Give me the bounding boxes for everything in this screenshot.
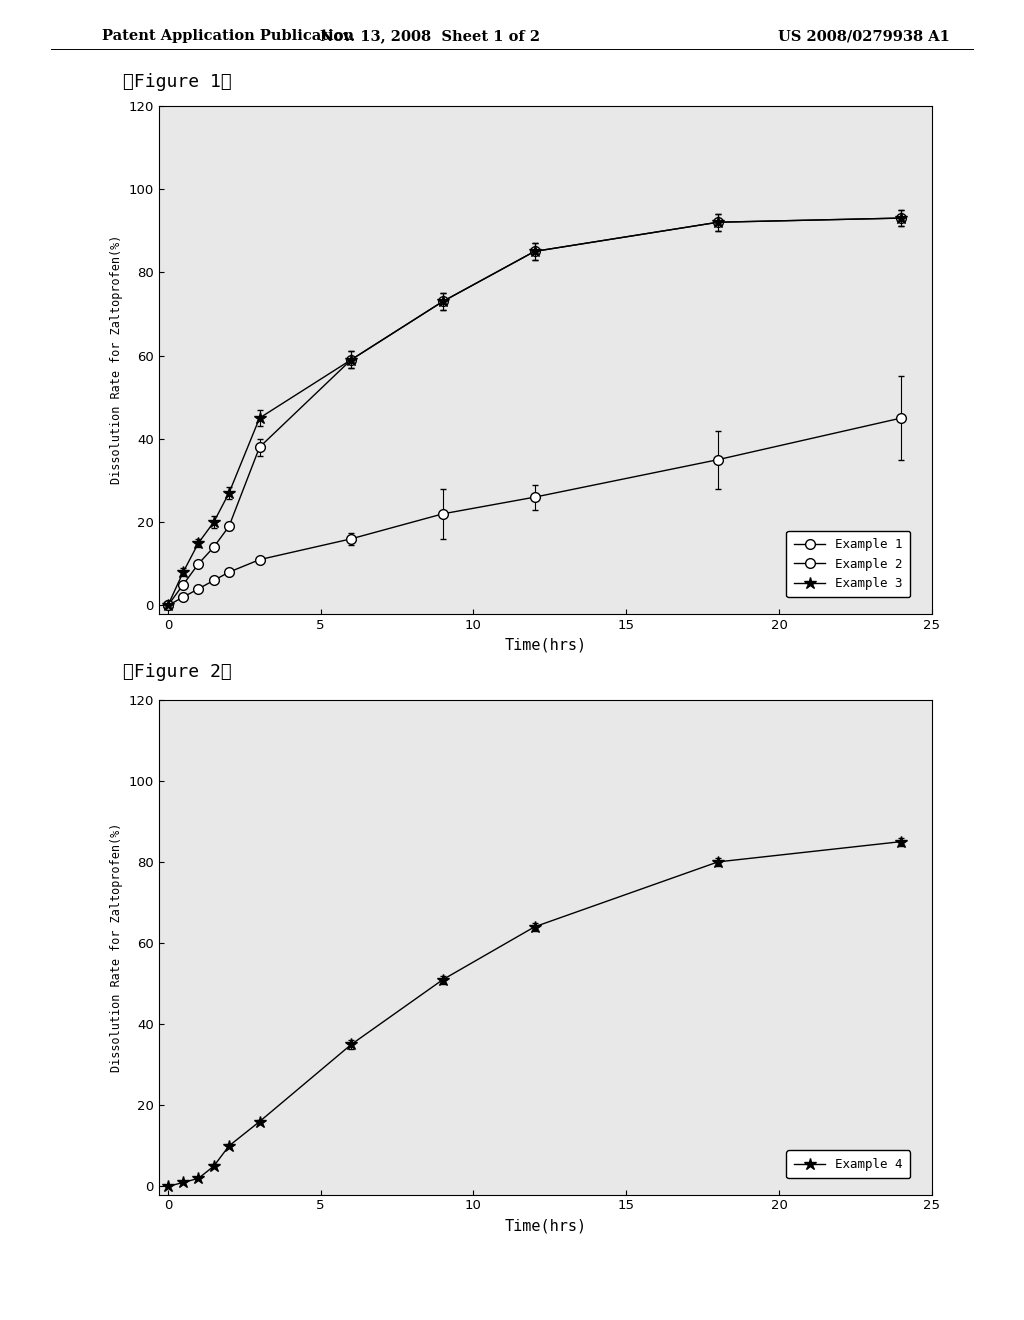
Text: Patent Application Publication: Patent Application Publication <box>102 29 354 44</box>
Text: 》Figure 1「: 》Figure 1「 <box>123 73 231 91</box>
Legend: Example 4: Example 4 <box>786 1151 910 1179</box>
Text: 》Figure 2「: 》Figure 2「 <box>123 663 231 681</box>
Y-axis label: Dissolution Rate for Zaltoprofen(%): Dissolution Rate for Zaltoprofen(%) <box>110 235 123 484</box>
X-axis label: Time(hrs): Time(hrs) <box>504 1218 587 1233</box>
Y-axis label: Dissolution Rate for Zaltoprofen(%): Dissolution Rate for Zaltoprofen(%) <box>110 822 123 1072</box>
Text: US 2008/0279938 A1: US 2008/0279938 A1 <box>778 29 950 44</box>
X-axis label: Time(hrs): Time(hrs) <box>504 638 587 652</box>
Legend: Example 1, Example 2, Example 3: Example 1, Example 2, Example 3 <box>786 531 910 598</box>
Text: Nov. 13, 2008  Sheet 1 of 2: Nov. 13, 2008 Sheet 1 of 2 <box>321 29 540 44</box>
